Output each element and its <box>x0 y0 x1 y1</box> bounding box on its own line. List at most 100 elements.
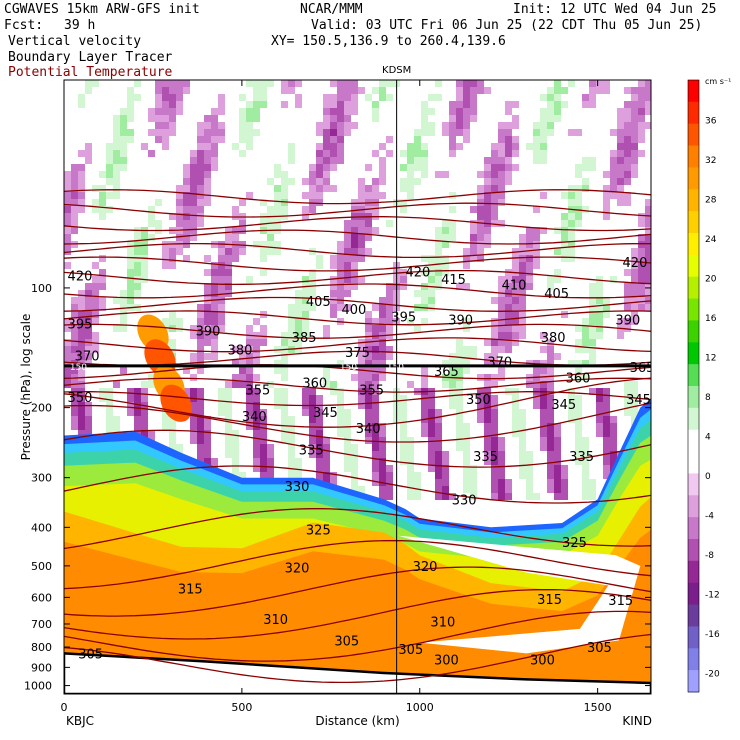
vv-cell <box>617 381 624 388</box>
vv-cell <box>323 472 330 479</box>
vv-cell <box>337 129 344 136</box>
vv-cell <box>505 143 512 150</box>
vv-cell <box>211 290 218 297</box>
vv-cell <box>302 318 309 325</box>
vv-cell <box>260 241 267 248</box>
vv-cell <box>428 465 435 472</box>
vv-cell <box>99 304 106 311</box>
vv-cell <box>155 136 162 143</box>
vv-cell <box>246 94 253 101</box>
vv-cell <box>183 220 190 227</box>
vv-cell <box>533 255 540 262</box>
vv-cell <box>169 248 176 255</box>
vv-cell <box>596 325 603 332</box>
vv-cell <box>589 297 596 304</box>
vv-cell <box>442 472 449 479</box>
vv-cell <box>309 101 316 108</box>
vv-cell <box>379 346 386 353</box>
vv-cell <box>505 325 512 332</box>
vv-cell <box>554 444 561 451</box>
vv-cell <box>344 465 351 472</box>
vv-cell <box>120 283 127 290</box>
vv-cell <box>526 255 533 262</box>
vv-cell <box>386 80 393 87</box>
vv-cell <box>512 164 519 171</box>
vv-cell <box>631 136 638 143</box>
vv-cell <box>372 381 379 388</box>
vv-cell <box>239 227 246 234</box>
vv-cell <box>470 332 477 339</box>
vv-cell <box>134 290 141 297</box>
vv-cell <box>358 192 365 199</box>
vv-cell <box>141 283 148 290</box>
vv-cell <box>561 94 568 101</box>
vv-cell <box>190 213 197 220</box>
theta-label: 405 <box>306 295 331 310</box>
vv-cell <box>232 374 239 381</box>
theta-label: 310 <box>430 615 455 630</box>
vv-cell <box>575 360 582 367</box>
vv-cell <box>463 332 470 339</box>
vv-cell <box>71 199 78 206</box>
vv-cell <box>316 444 323 451</box>
vv-cell <box>617 122 624 129</box>
vv-cell <box>113 423 120 430</box>
vv-cell <box>78 318 85 325</box>
vv-cell <box>442 87 449 94</box>
vv-cell <box>407 472 414 479</box>
vv-cell <box>372 409 379 416</box>
vv-cell <box>582 220 589 227</box>
vv-cell <box>232 465 239 472</box>
vv-cell <box>372 353 379 360</box>
vv-cell <box>589 493 596 500</box>
vv-cell <box>568 185 575 192</box>
vv-cell <box>547 381 554 388</box>
vv-cell <box>617 157 624 164</box>
theta-label: 305 <box>334 634 359 649</box>
vv-cell <box>225 283 232 290</box>
vv-cell <box>260 339 267 346</box>
vv-cell <box>442 458 449 465</box>
vv-cell <box>407 136 414 143</box>
vv-cell <box>246 402 253 409</box>
vv-cell <box>533 178 540 185</box>
vv-cell <box>197 367 204 374</box>
vv-cell <box>134 402 141 409</box>
vv-cell <box>400 458 407 465</box>
vv-cell <box>561 199 568 206</box>
vv-cell <box>421 409 428 416</box>
vv-cell <box>169 115 176 122</box>
vv-cell <box>484 213 491 220</box>
vv-cell <box>617 192 624 199</box>
vv-cell <box>155 213 162 220</box>
vv-cell <box>232 255 239 262</box>
vv-cell <box>631 108 638 115</box>
vv-cell <box>631 171 638 178</box>
vv-cell <box>631 311 638 318</box>
vv-cell <box>141 80 148 87</box>
vv-cell <box>190 185 197 192</box>
vv-cell <box>603 430 610 437</box>
vv-cell <box>645 199 651 206</box>
vv-cell <box>225 437 232 444</box>
vv-cell <box>575 451 582 458</box>
vv-cell <box>323 374 330 381</box>
vv-cell <box>106 416 113 423</box>
vv-cell <box>134 213 141 220</box>
vv-cell <box>106 157 113 164</box>
vv-cell <box>547 108 554 115</box>
vv-cell <box>309 192 316 199</box>
vv-cell <box>645 122 651 129</box>
vv-cell <box>519 290 526 297</box>
vv-cell <box>561 262 568 269</box>
vv-cell <box>463 367 470 374</box>
vv-cell <box>155 101 162 108</box>
vv-cell <box>99 255 106 262</box>
vv-cell <box>498 136 505 143</box>
vv-cell <box>547 339 554 346</box>
vv-cell <box>239 381 246 388</box>
vv-cell <box>309 395 316 402</box>
vv-cell <box>610 150 617 157</box>
vv-cell <box>239 157 246 164</box>
vv-cell <box>589 192 596 199</box>
